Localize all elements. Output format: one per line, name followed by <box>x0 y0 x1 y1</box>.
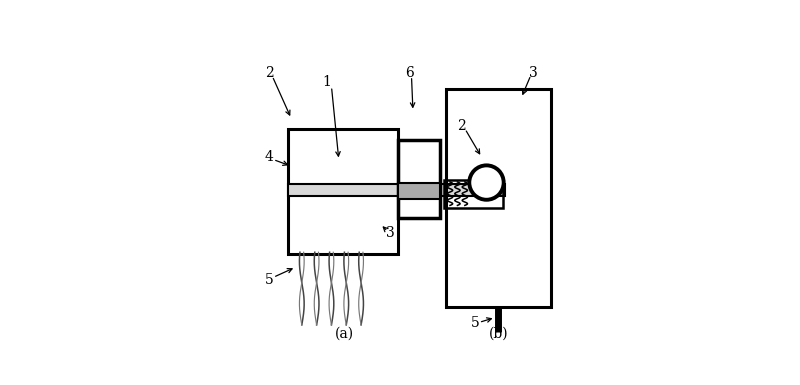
Bar <box>446 89 551 307</box>
Circle shape <box>470 166 504 200</box>
Text: 2: 2 <box>265 66 274 80</box>
Text: 3: 3 <box>386 226 395 240</box>
Text: 5: 5 <box>471 316 479 330</box>
Text: 1: 1 <box>322 75 331 89</box>
Bar <box>289 129 398 254</box>
Bar <box>398 140 440 218</box>
Text: (a): (a) <box>335 327 354 341</box>
Text: 3: 3 <box>529 66 538 80</box>
Text: 4: 4 <box>265 151 274 164</box>
Bar <box>289 184 505 196</box>
Text: 6: 6 <box>406 66 414 80</box>
Bar <box>444 179 503 208</box>
Text: (b): (b) <box>489 327 508 341</box>
Text: 2: 2 <box>458 119 466 133</box>
Text: 5: 5 <box>265 273 274 287</box>
Bar <box>398 182 440 199</box>
